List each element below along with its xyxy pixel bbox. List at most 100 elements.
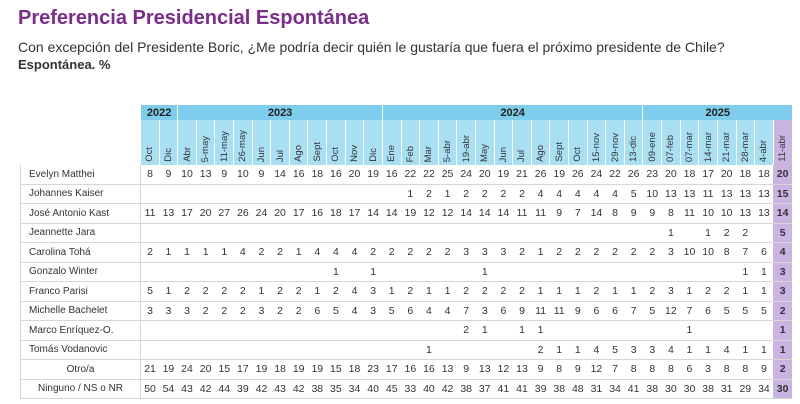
- cell: 38: [642, 379, 662, 399]
- cell: [587, 223, 606, 243]
- month-label: 07-mar: [683, 131, 695, 162]
- cell: 13: [754, 203, 774, 224]
- cell: 4: [549, 184, 569, 204]
- month-header: Ene: [381, 120, 402, 165]
- cell: [401, 223, 420, 243]
- cell: [214, 340, 234, 360]
- corner: [21, 120, 141, 165]
- cell: 3: [773, 281, 792, 302]
- cell: [624, 223, 643, 243]
- month-header: 13-dic: [623, 120, 643, 165]
- month-label: 07-feb: [665, 135, 677, 162]
- cell: 9: [252, 165, 271, 185]
- data-row: Evelyn Matthei 8 9 10 13 9 10 9 14 16 18 16 20 19 16 22…: [20, 165, 792, 185]
- cell: [307, 223, 327, 243]
- cell: 17: [289, 203, 308, 224]
- cell: 14: [363, 203, 383, 224]
- cell: 1: [326, 262, 346, 282]
- month-label: Sept: [311, 142, 323, 162]
- cell: 6: [754, 242, 774, 263]
- cell: 3: [177, 301, 197, 321]
- cell: 2: [233, 281, 253, 302]
- row-label: Gonzalo Winter: [20, 262, 141, 282]
- cell: 34: [754, 379, 774, 399]
- cell: [233, 340, 253, 360]
- cell: 8: [140, 165, 160, 185]
- cell: 17: [177, 203, 197, 224]
- cell: [252, 340, 271, 360]
- month-header: Jun: [251, 120, 271, 165]
- cell: [680, 262, 699, 282]
- row-label: Franco Parisi: [20, 281, 141, 302]
- month-label: 11-may: [218, 131, 230, 162]
- cell: 26: [624, 165, 643, 185]
- month-label: Dic: [367, 148, 379, 162]
- cell: 8: [717, 242, 736, 263]
- cell: [196, 262, 215, 282]
- cell: 42: [289, 379, 308, 399]
- cell: 1: [736, 262, 755, 282]
- cell: 4: [605, 184, 625, 204]
- cell: 2: [512, 281, 532, 302]
- cell: [438, 223, 457, 243]
- month-header: Jun: [493, 120, 513, 165]
- cell: [475, 223, 495, 243]
- cell: 19: [252, 359, 271, 380]
- month-label: 15-nov: [590, 132, 602, 162]
- month-header: Jul: [512, 120, 532, 165]
- cell: [233, 262, 253, 282]
- cell: 16: [382, 165, 402, 185]
- cell: [494, 320, 513, 341]
- cell: [177, 184, 197, 204]
- month-label: Oct: [572, 147, 584, 162]
- cell: 1: [568, 340, 588, 360]
- month-label: 13-dic: [628, 136, 640, 162]
- cell: [680, 223, 699, 243]
- cell: [252, 184, 271, 204]
- year-label: 2024: [381, 105, 643, 120]
- cell: 10: [717, 203, 736, 224]
- cell: 3: [494, 242, 513, 263]
- cell: [698, 262, 718, 282]
- month-label: Jun: [497, 146, 509, 162]
- cell: [401, 320, 420, 341]
- cell: 13: [754, 184, 774, 204]
- cell: 1: [159, 281, 178, 302]
- cell: 20: [270, 203, 290, 224]
- cell: [754, 223, 774, 243]
- cell: [642, 262, 662, 282]
- cell: 13: [717, 184, 736, 204]
- cell: 41: [494, 379, 513, 399]
- data-row: Marco Enríquez-O. 2 1 1 1 1 1: [20, 320, 792, 341]
- month-label: Ene: [386, 145, 398, 162]
- cell: 7: [680, 301, 699, 321]
- cell: 14: [382, 203, 402, 224]
- cell: 9: [456, 359, 476, 380]
- cell: [382, 340, 402, 360]
- cell: [736, 320, 755, 341]
- cell: 1: [754, 281, 774, 302]
- row-label: Tomás Vodanovic: [20, 340, 141, 360]
- cell: 10: [680, 242, 699, 263]
- cell: 11: [698, 184, 718, 204]
- month-label: Mar: [423, 145, 435, 162]
- cell: 18: [754, 165, 774, 185]
- cell: 29: [736, 379, 755, 399]
- month-header: Ago: [530, 120, 550, 165]
- cell: 5: [736, 301, 755, 321]
- cell: 10: [698, 203, 718, 224]
- cell: [252, 223, 271, 243]
- cell: 4: [307, 242, 327, 263]
- cell: [401, 262, 420, 282]
- cell: [140, 320, 160, 341]
- cell: 30: [661, 379, 681, 399]
- cell: 3: [475, 242, 495, 263]
- cell: 2: [196, 281, 215, 302]
- cell: 3: [624, 340, 643, 360]
- month-header: Oct: [140, 120, 160, 165]
- cell: [382, 184, 402, 204]
- cell: 1: [680, 340, 699, 360]
- cell: 2: [456, 184, 476, 204]
- cell: 6: [698, 301, 718, 321]
